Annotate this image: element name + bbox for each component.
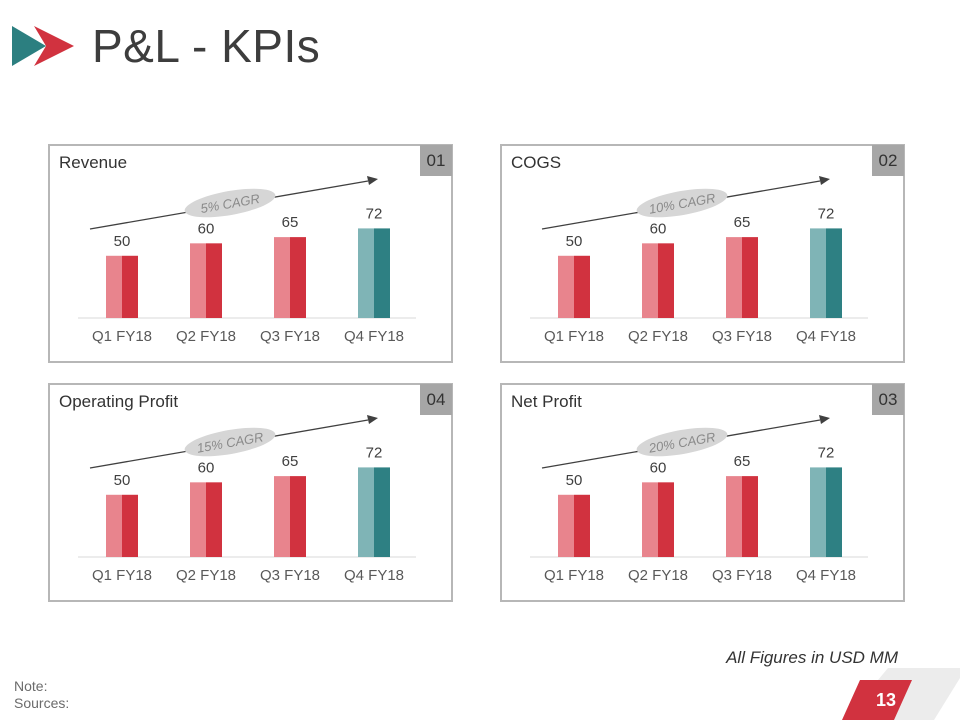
panel-title: COGS [511, 153, 562, 172]
bar-2-right [206, 243, 222, 318]
bar-2-left [642, 243, 658, 318]
bar-3-right [742, 476, 758, 557]
trend-arrow-head-icon [367, 176, 378, 185]
bar-1-right [574, 494, 590, 557]
category-label: Q4 FY18 [796, 567, 856, 584]
category-label: Q3 FY18 [260, 328, 320, 345]
bar-1-left [106, 255, 122, 318]
bar-2-right [658, 243, 674, 318]
bar-1-left [106, 494, 122, 557]
bar-value-label: 60 [198, 220, 215, 237]
page-title: P&L - KPIs [92, 20, 321, 72]
bar-3-right [290, 476, 306, 557]
bar-4-right [374, 228, 390, 318]
category-label: Q1 FY18 [544, 567, 604, 584]
bar-value-label: 72 [818, 205, 835, 222]
bar-3-right [290, 237, 306, 318]
bar-3-left [274, 237, 290, 318]
panel-title: Revenue [59, 153, 128, 172]
panel-number-badge: 02 [872, 145, 904, 176]
bar-1-right [122, 494, 138, 557]
category-label: Q3 FY18 [260, 567, 320, 584]
category-label: Q2 FY18 [176, 328, 236, 345]
cagr-bubble [636, 188, 728, 218]
bar-4-left [358, 467, 374, 557]
note-label: Note: [14, 678, 48, 694]
bar-4-left [810, 467, 826, 557]
page-number-shape [842, 668, 960, 720]
bar-value-label: 65 [734, 453, 751, 470]
bar-value-label: 65 [282, 214, 299, 231]
category-label: Q4 FY18 [344, 328, 404, 345]
units-note: All Figures in USD MM [726, 648, 898, 667]
trend-arrow-head-icon [367, 415, 378, 424]
bar-2-left [190, 243, 206, 318]
bar-value-label: 50 [566, 472, 583, 489]
bar-2-right [658, 482, 674, 557]
category-label: Q1 FY18 [92, 567, 152, 584]
category-label: Q3 FY18 [712, 328, 772, 345]
panel-title: Operating Profit [59, 392, 179, 411]
title-arrow-icon [12, 26, 74, 66]
sources-label: Sources: [14, 695, 70, 711]
bar-3-left [274, 476, 290, 557]
bar-value-label: 65 [734, 214, 751, 231]
cagr-bubble [184, 427, 276, 457]
panel-cogs: 10% CAGR 50 Q1 FY18 60 Q2 FY18 65 Q3 FY18 72 Q4 … [500, 144, 905, 363]
cagr-bubble [184, 188, 276, 218]
category-label: Q4 FY18 [796, 328, 856, 345]
bar-1-right [574, 255, 590, 318]
panel-operating-profit: 15% CAGR 50 Q1 FY18 60 Q2 FY18 65 Q3 FY18 72 Q4 … [48, 383, 453, 602]
bar-value-label: 50 [114, 472, 131, 489]
category-label: Q1 FY18 [544, 328, 604, 345]
bar-value-label: 50 [114, 233, 131, 250]
bar-value-label: 50 [566, 233, 583, 250]
panel-revenue: 5% CAGR 50 Q1 FY18 60 Q2 FY18 65 Q3 FY18 72 Q4 F… [48, 144, 453, 363]
bar-4-left [358, 228, 374, 318]
category-label: Q1 FY18 [92, 328, 152, 345]
bar-1-right [122, 255, 138, 318]
trend-arrow-head-icon [819, 415, 830, 424]
category-label: Q4 FY18 [344, 567, 404, 584]
bar-value-label: 72 [366, 444, 383, 461]
category-label: Q2 FY18 [176, 567, 236, 584]
bar-value-label: 60 [650, 459, 667, 476]
bar-value-label: 60 [198, 459, 215, 476]
category-label: Q3 FY18 [712, 567, 772, 584]
bar-4-right [374, 467, 390, 557]
bar-4-right [826, 228, 842, 318]
bar-1-left [558, 255, 574, 318]
category-label: Q2 FY18 [628, 328, 688, 345]
bar-4-left [810, 228, 826, 318]
bar-3-right [742, 237, 758, 318]
bar-3-left [726, 237, 742, 318]
bar-2-left [642, 482, 658, 557]
panel-number-badge: 03 [872, 384, 904, 415]
bar-2-right [206, 482, 222, 557]
bar-value-label: 72 [818, 444, 835, 461]
panel-title: Net Profit [511, 392, 582, 411]
bar-1-left [558, 494, 574, 557]
bar-2-left [190, 482, 206, 557]
panel-number-badge: 01 [420, 145, 452, 176]
panel-net-profit: 20% CAGR 50 Q1 FY18 60 Q2 FY18 65 Q3 FY18 72 Q4 … [500, 383, 905, 602]
bar-value-label: 72 [366, 205, 383, 222]
bar-3-left [726, 476, 742, 557]
page-number: 13 [875, 690, 897, 710]
bar-value-label: 65 [282, 453, 299, 470]
panel-number-badge: 04 [420, 384, 452, 415]
trend-arrow-head-icon [819, 176, 830, 185]
bar-4-right [826, 467, 842, 557]
bar-value-label: 60 [650, 220, 667, 237]
cagr-bubble [636, 427, 728, 457]
category-label: Q2 FY18 [628, 567, 688, 584]
